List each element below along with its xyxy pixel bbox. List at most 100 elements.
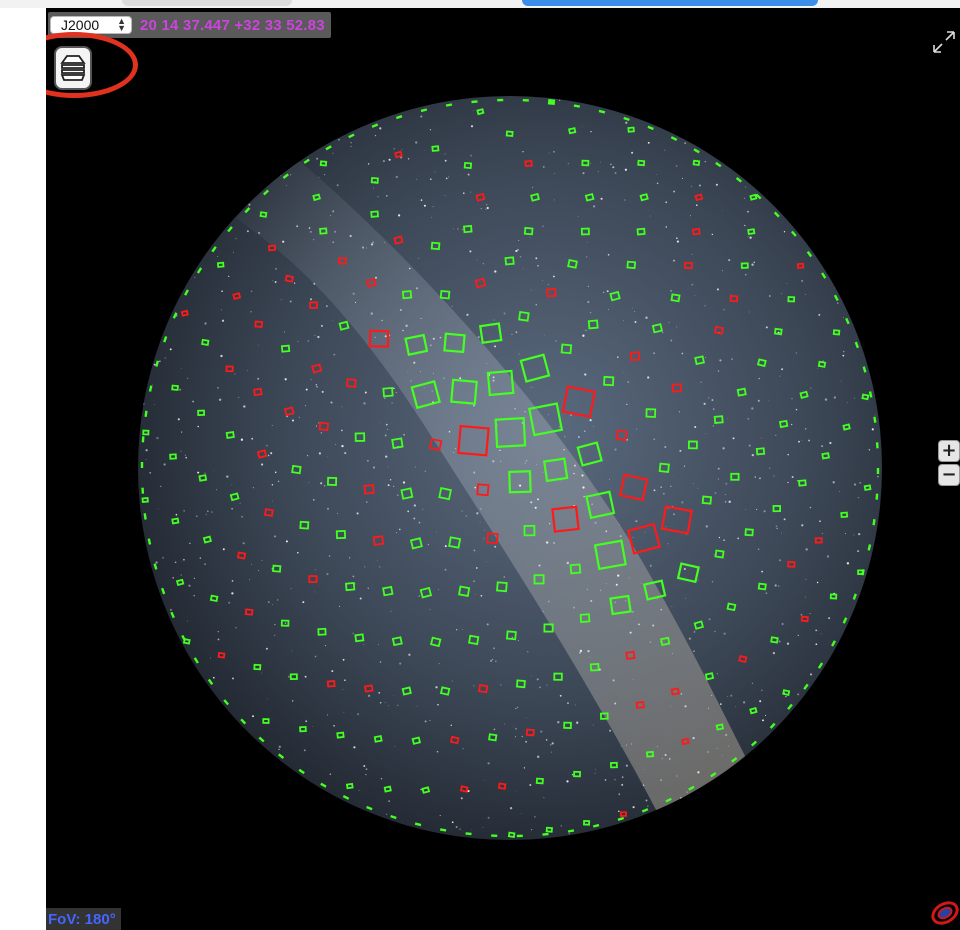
- browser-top-strip: [0, 0, 960, 8]
- footprint-square: [787, 560, 796, 568]
- footprint-square: [468, 634, 480, 646]
- footprint-square: [729, 294, 739, 303]
- footprint-square: [450, 378, 478, 405]
- rim-footprint: [325, 145, 332, 151]
- footprint-square: [747, 228, 756, 236]
- footprint-square: [585, 490, 616, 520]
- rim-footprint: [170, 611, 175, 619]
- fullscreen-button[interactable]: [928, 26, 960, 58]
- aladin-logo-icon: [931, 901, 959, 925]
- rim-footprint: [223, 699, 230, 706]
- rim-footprint: [196, 267, 203, 274]
- footprint-square: [404, 333, 429, 356]
- footprint-square: [457, 424, 490, 457]
- rim-footprint: [688, 785, 695, 791]
- rim-footprint: [439, 828, 447, 832]
- rim-footprint: [852, 593, 857, 600]
- footprint-square: [338, 320, 350, 331]
- footprint-square: [318, 421, 330, 432]
- footprint-square: [317, 627, 327, 636]
- footprint-square: [354, 633, 365, 643]
- footprint-square: [401, 290, 413, 300]
- expand-arrows-icon: [933, 31, 955, 53]
- footprint-square: [525, 728, 535, 737]
- rim-footprint: [542, 832, 549, 836]
- footprint-square: [439, 686, 451, 696]
- rim-footprint: [371, 123, 379, 128]
- rim-footprint: [163, 336, 168, 343]
- footprint-square: [518, 311, 530, 322]
- footprint-square: [171, 517, 180, 525]
- zoom-out-button[interactable]: −: [938, 464, 960, 486]
- rim-footprint: [710, 772, 717, 778]
- footprint-square: [291, 464, 302, 475]
- layers-stack-icon: [60, 55, 86, 81]
- footprint-square: [486, 369, 515, 397]
- footprint-square: [225, 431, 235, 439]
- footprint-square: [308, 575, 318, 583]
- footprint-square: [337, 256, 347, 265]
- rim-footprint: [207, 678, 214, 686]
- footprint-square: [202, 535, 212, 544]
- survey-footprints: [140, 98, 880, 838]
- footprint-square: [713, 325, 725, 335]
- footprint-square: [671, 383, 683, 393]
- rim-footprint: [184, 289, 189, 296]
- footprint-square: [821, 452, 830, 460]
- footprint-square: [636, 227, 646, 236]
- footprint-square: [391, 437, 404, 450]
- footprint-square: [253, 663, 262, 671]
- zoom-in-button[interactable]: +: [938, 440, 960, 462]
- rim-footprint: [806, 250, 813, 258]
- footprint-square: [704, 672, 715, 681]
- rim-footprint: [262, 189, 270, 196]
- footprint-square: [798, 479, 807, 487]
- footprint-square: [627, 126, 635, 133]
- footprint-square: [496, 581, 508, 593]
- rim-footprint: [342, 795, 350, 800]
- footprint-square: [842, 423, 851, 431]
- footprint-square: [354, 432, 366, 442]
- footprint-square: [523, 226, 534, 236]
- footprint-square: [645, 750, 655, 758]
- footprint-square: [476, 483, 490, 497]
- sky-canvas[interactable]: [46, 8, 960, 930]
- footprint-square: [267, 244, 277, 252]
- footprint-square: [757, 582, 767, 591]
- footprint-square: [569, 563, 582, 575]
- layers-button[interactable]: [54, 46, 92, 90]
- rim-footprint: [193, 657, 199, 664]
- footprint-square: [576, 441, 603, 467]
- footprint-square: [263, 508, 274, 517]
- rim-footprint: [320, 782, 327, 788]
- footprint-square: [609, 594, 632, 616]
- footprint-square: [580, 227, 590, 236]
- footprint-square: [370, 176, 379, 184]
- footprint-square: [400, 487, 414, 500]
- footprint-square: [829, 593, 838, 600]
- frame-select[interactable]: J2000 ▲ ▼: [50, 16, 132, 34]
- footprint-square: [289, 673, 298, 680]
- footprint-square: [799, 390, 809, 399]
- footprint-square: [336, 731, 345, 739]
- field-of-view-label: FoV: 180°: [46, 908, 121, 930]
- footprint-square: [563, 721, 572, 730]
- footprint-square: [419, 586, 433, 599]
- footprint-square: [401, 686, 412, 696]
- footprint-square: [553, 672, 563, 681]
- footprint-square: [694, 355, 705, 366]
- rim-footprint: [366, 805, 373, 811]
- footprint-square: [523, 524, 536, 537]
- footprint-square: [280, 619, 290, 627]
- footprint-square: [141, 497, 149, 503]
- sky-viewer[interactable]: J2000 ▲ ▼ 20 14 37.447 +32 33 52.83 + − …: [46, 8, 960, 930]
- select-arrows-icon: ▲ ▼: [117, 16, 126, 33]
- footprint-square: [587, 319, 599, 330]
- rim-footprint: [617, 816, 625, 821]
- footprint-square: [863, 484, 872, 491]
- rim-footprint: [755, 193, 762, 200]
- rim-footprint: [227, 226, 233, 233]
- footprint-square: [494, 417, 527, 448]
- footprint-square: [209, 594, 219, 603]
- milky-way-band: [236, 158, 786, 840]
